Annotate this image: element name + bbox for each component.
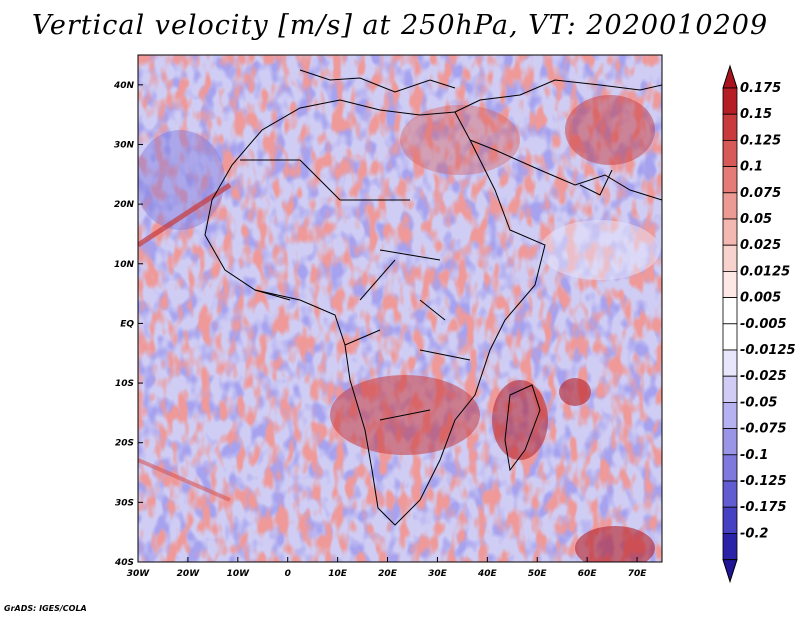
colorbar-swatch [722,297,738,325]
colorbar-top-arrow [722,64,738,89]
colorbar-label: -0.005 [740,317,787,332]
lat-tick-label: 10S [115,379,134,389]
colorbar-label: 0.025 [740,238,781,253]
colorbar-swatch [722,533,738,561]
lon-tick-label: 10E [328,569,348,579]
colorbar-swatch [722,323,738,351]
map-title: Vertical velocity [m/s] at 250hPa, VT: 2… [31,10,769,41]
lat-tick-label: 30N [114,140,135,150]
colorbar-swatch [722,454,738,482]
colorbar-swatch [722,401,738,429]
latitude-axis: 40N 30N 20N 10N EQ 10S 20S 30S 40S [113,81,143,568]
lat-tick-label: 30S [115,498,134,508]
lat-tick-label: 40N [113,81,135,91]
colorbar-label: 0.125 [740,133,781,148]
colorbar-label: 0.075 [740,186,781,201]
colorbar-swatch [722,166,738,194]
colorbar-bottom-arrow [722,559,738,584]
colorbar-swatch [722,139,738,167]
colorbar-label: -0.175 [740,500,787,515]
lon-tick-label: 20E [378,569,398,579]
colorbar-label: -0.05 [740,395,777,410]
colorbar-swatch [722,506,738,534]
lon-tick-label: 10W [227,569,251,579]
lon-tick-label: 60E [578,569,598,579]
colorbar-swatch [722,244,738,272]
colorbar-label: 0.005 [740,291,781,306]
colorbar-label: 0.05 [740,212,772,227]
lat-tick-label: 40S [114,558,134,568]
colorbar-swatch [722,428,738,456]
colorbar-label: -0.025 [740,369,787,384]
colorbar-swatch [722,87,738,115]
colorbar-label: -0.075 [740,422,787,437]
lon-tick-label: 40E [477,569,498,579]
colorbar-swatch [722,375,738,403]
grads-credit: GrADS: IGES/COLA [4,604,87,613]
colorbar-label: 0.0125 [740,264,790,279]
colorbar-swatch [722,349,738,377]
lat-tick-label: 10N [114,260,135,270]
lon-tick-label: 0 [285,569,291,579]
lat-tick-label: 20S [115,439,134,449]
colorbar-swatch [722,480,738,508]
colorbar-label: 0.1 [740,160,763,175]
colorbar-label: 0.175 [740,81,781,96]
lon-tick-label: 30W [127,569,151,579]
colorbar-label: -0.2 [740,526,768,541]
vertical-velocity-field [138,55,662,562]
colorbar-swatch [722,113,738,141]
colorbar: 0.175 0.15 0.125 0.1 0.075 0.05 0.025 0.0125 0.0… [722,64,796,584]
longitude-axis: 30W 20W 10W 0 10E 20E 30E 40E 50E 60E 70E [127,557,647,579]
colorbar-label: -0.0125 [740,343,796,358]
lon-tick-label: 70E [628,569,648,579]
colorbar-swatch [722,218,738,246]
colorbar-swatch [722,270,738,298]
lat-tick-label: EQ [120,319,134,329]
plot-frame [137,54,663,563]
colorbar-label: 0.15 [740,107,772,122]
lon-tick-label: 20W [177,569,201,579]
lon-tick-label: 30E [428,569,448,579]
colorbar-label: -0.125 [740,474,787,489]
coastlines [204,69,662,526]
lon-tick-label: 50E [528,569,548,579]
colorbar-swatch [722,192,738,220]
colorbar-label: -0.1 [740,448,768,463]
lat-tick-label: 20N [114,200,135,210]
